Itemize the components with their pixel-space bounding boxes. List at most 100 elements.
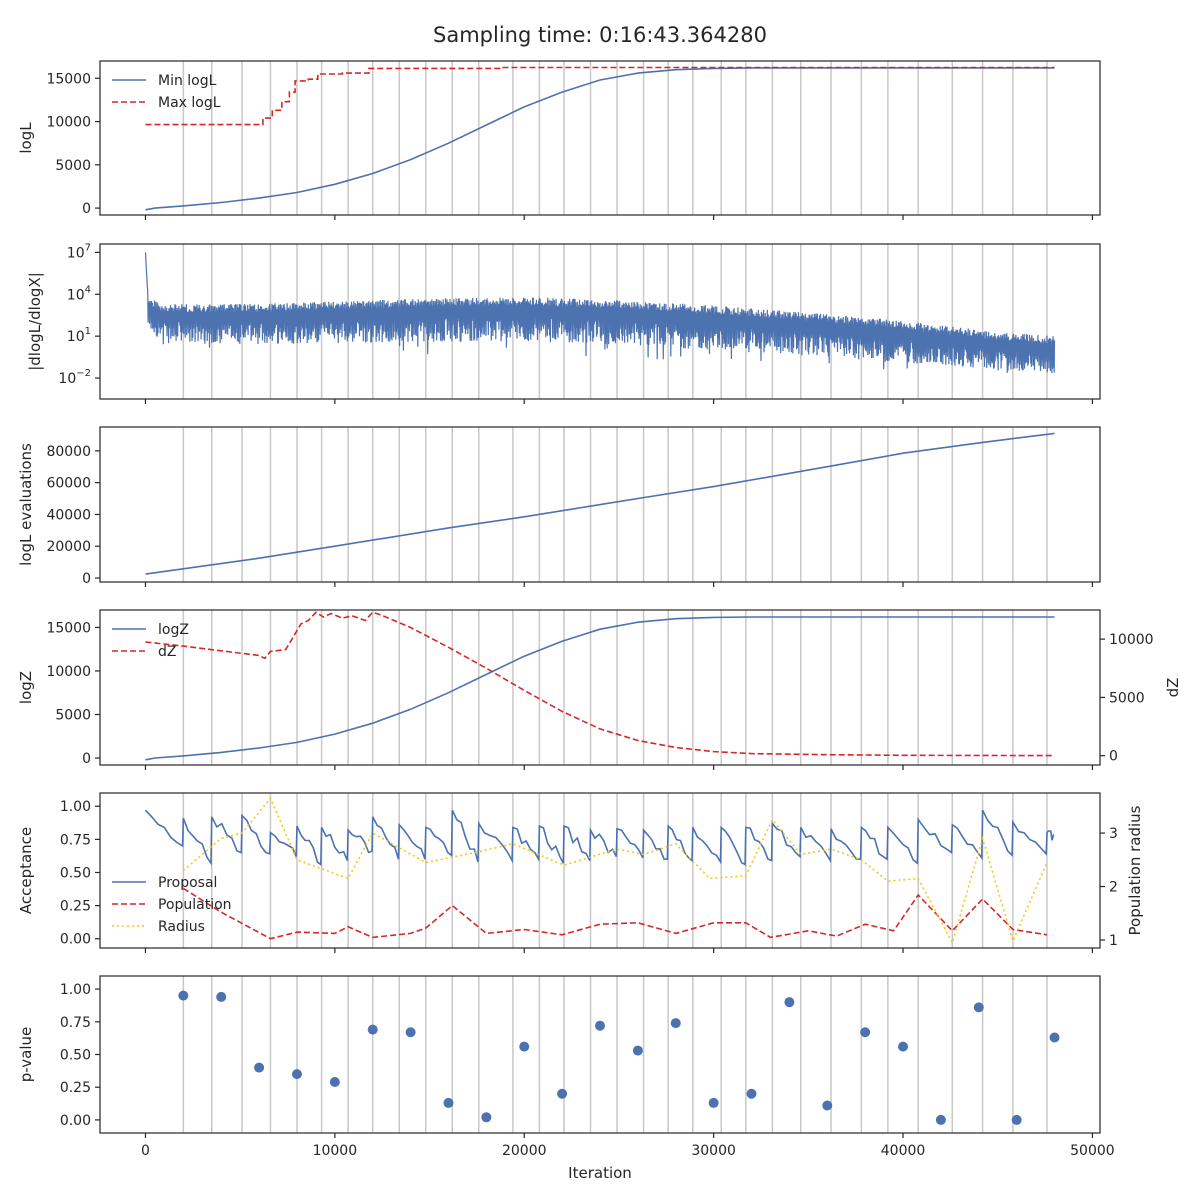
scatter-point [670, 1018, 681, 1029]
scatter-point [443, 1097, 454, 1108]
x-tick-label: 20000 [502, 1143, 547, 1159]
y-right-tick-label: 0 [1109, 749, 1118, 765]
axes-frame [99, 243, 1101, 400]
scatter-point [1011, 1114, 1022, 1125]
scatter-point [367, 1024, 378, 1035]
tick-base: 10 [67, 245, 85, 261]
scatter-point [254, 1062, 265, 1073]
scatter-point [746, 1088, 757, 1099]
y-axis-label: logZ [17, 671, 35, 704]
axes-frame [99, 60, 1101, 216]
tick-base: 10 [58, 371, 76, 387]
tick-exponent: 4 [85, 284, 91, 295]
x-axis-label: Iteration [568, 1164, 632, 1182]
y-tick-label: 0.50 [60, 865, 91, 881]
noisy-series [144, 252, 1056, 374]
scatter-point [557, 1088, 568, 1099]
y-right-axis-label: dZ [1164, 678, 1182, 698]
x-tick-label: 30000 [691, 1143, 736, 1159]
y-tick-label: 15000 [46, 71, 91, 87]
scatter-point [860, 1027, 871, 1038]
line-series-population [182, 887, 1048, 940]
y-tick-label: 0 [82, 751, 91, 767]
y-tick-label: 0.25 [60, 1080, 91, 1096]
line-series-line [145, 432, 1055, 575]
legend: logZ dZ [112, 622, 189, 660]
scatter-point [632, 1045, 643, 1056]
y-axis-label: logL evaluations [17, 443, 35, 566]
legend-label: Population [158, 897, 232, 913]
legend-label: Proposal [158, 875, 217, 891]
y-tick-label: 10000 [46, 115, 91, 131]
scatter-point [481, 1112, 492, 1123]
vertical-lines [182, 61, 1048, 215]
scatter-point [898, 1041, 909, 1052]
y-tick-label: 5000 [55, 707, 91, 723]
line-series-min-logl [145, 67, 1055, 211]
legend-label: Min logL [158, 73, 217, 89]
y-tick-label: 80000 [46, 444, 91, 460]
vertical-lines [182, 793, 1048, 948]
y-tick-label: 40000 [46, 507, 91, 523]
y-tick-label: 10−2 [58, 368, 91, 387]
scatter-point [708, 1097, 719, 1108]
vertical-lines [182, 427, 1048, 582]
scatter-point [178, 990, 189, 1001]
y-axis-label: logL [17, 122, 35, 154]
tick-exponent: 1 [85, 326, 91, 337]
y-right-tick-label: 2 [1109, 880, 1118, 896]
y-tick-label: 10000 [46, 664, 91, 680]
scatter-point [822, 1100, 833, 1111]
y-tick-label: 1.00 [60, 799, 91, 815]
axes-frame [99, 792, 1101, 949]
scatter-point [405, 1027, 416, 1038]
y-right-tick-label: 10000 [1109, 632, 1154, 648]
vertical-lines [182, 976, 1048, 1133]
line-series-logz [145, 616, 1055, 761]
legend: Min logL Max logL [112, 73, 221, 111]
scatter-point [216, 991, 227, 1002]
scatter-point [1049, 1032, 1060, 1043]
scatter-series [178, 990, 1060, 1125]
x-tick-label: 40000 [881, 1143, 926, 1159]
y-tick-label: 0.75 [60, 1015, 91, 1031]
y-tick-label: 0.25 [60, 899, 91, 915]
figure-title: Sampling time: 0:16:43.364280 [433, 23, 767, 47]
line-series-dz [145, 611, 1055, 757]
legend-label: logZ [158, 622, 189, 638]
y-right-tick-label: 1 [1109, 933, 1118, 949]
tick-exponent: 7 [85, 242, 91, 253]
legend-label: dZ [158, 644, 176, 660]
y-axis-label: |dlogL/dlogX| [26, 272, 44, 371]
scatter-point [329, 1076, 340, 1087]
y-tick-label: 107 [67, 242, 91, 261]
y-axis-label: p-value [17, 1027, 35, 1083]
tick-exponent: −2 [76, 368, 91, 379]
axes-frame [99, 426, 1101, 583]
panel-logZ: 0 5000 10000 15000 0 5000 10000 logZ dZ logZ dZ [17, 609, 1182, 770]
line-series-max-logl [145, 66, 1055, 126]
y-tick-label: 20000 [46, 539, 91, 555]
panel-logL: 0 5000 10000 15000 logL Min logL Max logL [17, 60, 1101, 220]
y-tick-label: 104 [67, 284, 91, 303]
axes-frame [99, 609, 1101, 766]
scatter-point [519, 1041, 530, 1052]
legend-label: Radius [158, 919, 205, 935]
line-series-proposal [144, 809, 1055, 867]
panel-pvalue: 0 10000 20000 30000 40000 50000 0.00 0.25 0.50 0.… [17, 975, 1115, 1159]
y-tick-label: 0.50 [60, 1048, 91, 1064]
y-tick-label: 0 [82, 201, 91, 217]
x-tick-label: 0 [141, 1143, 150, 1159]
y-right-axis-label: Population radius [1126, 805, 1144, 935]
y-tick-label: 0 [82, 571, 91, 587]
y-tick-label: 0.00 [60, 932, 91, 948]
y-right-tick-label: 5000 [1109, 690, 1145, 706]
scatter-point [973, 1002, 984, 1013]
legend-label: Max logL [158, 95, 221, 111]
vertical-lines [182, 610, 1048, 765]
panel-evals: 0 20000 40000 60000 80000 logL evaluations [17, 426, 1101, 587]
y-tick-label: 0.75 [60, 832, 91, 848]
